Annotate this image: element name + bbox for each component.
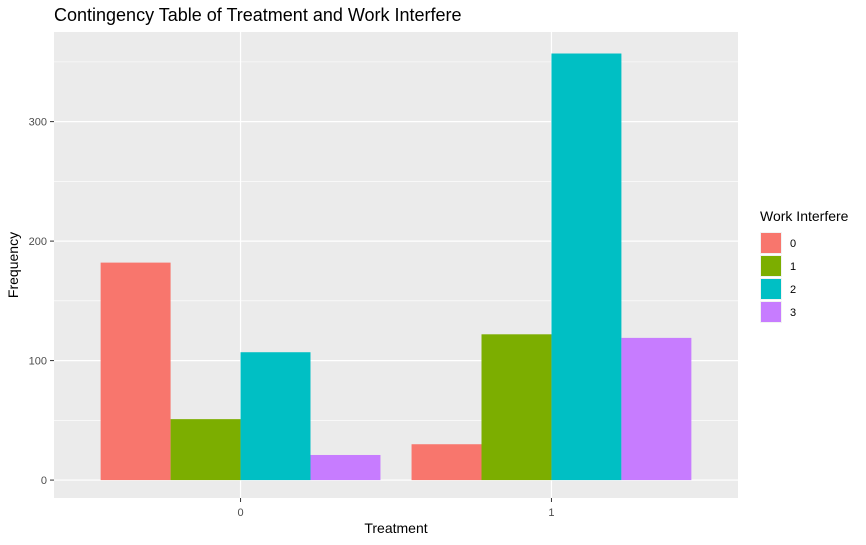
bar <box>240 352 311 481</box>
bar <box>411 444 482 481</box>
y-axis: 0 100 200 300 <box>29 117 54 487</box>
bars <box>100 53 692 481</box>
legend-title: Work Interfere <box>760 208 849 224</box>
bar <box>310 454 381 481</box>
y-tick-label: 300 <box>29 117 47 129</box>
y-axis-title: Frequency <box>5 232 21 298</box>
legend-label: 1 <box>790 261 796 273</box>
legend-label: 2 <box>790 284 796 296</box>
bar <box>551 53 622 481</box>
x-tick-label: 1 <box>548 507 554 519</box>
x-axis-title: Treatment <box>364 520 427 536</box>
bar <box>170 419 241 481</box>
bar <box>100 262 171 481</box>
legend-swatch <box>761 233 781 253</box>
legend-label: 0 <box>790 238 796 250</box>
legend-label: 3 <box>790 307 796 319</box>
bar <box>621 337 692 481</box>
legend: Work Interfere 0 1 2 3 <box>760 208 849 323</box>
bar <box>481 334 552 481</box>
legend-swatch <box>761 302 781 322</box>
chart-title: Contingency Table of Treatment and Work … <box>54 5 462 25</box>
legend-swatch <box>761 279 781 299</box>
x-tick-label: 0 <box>237 507 243 519</box>
y-tick-label: 0 <box>41 475 47 487</box>
y-tick-label: 100 <box>29 356 47 368</box>
legend-swatch <box>761 256 781 276</box>
y-tick-label: 200 <box>29 236 47 248</box>
